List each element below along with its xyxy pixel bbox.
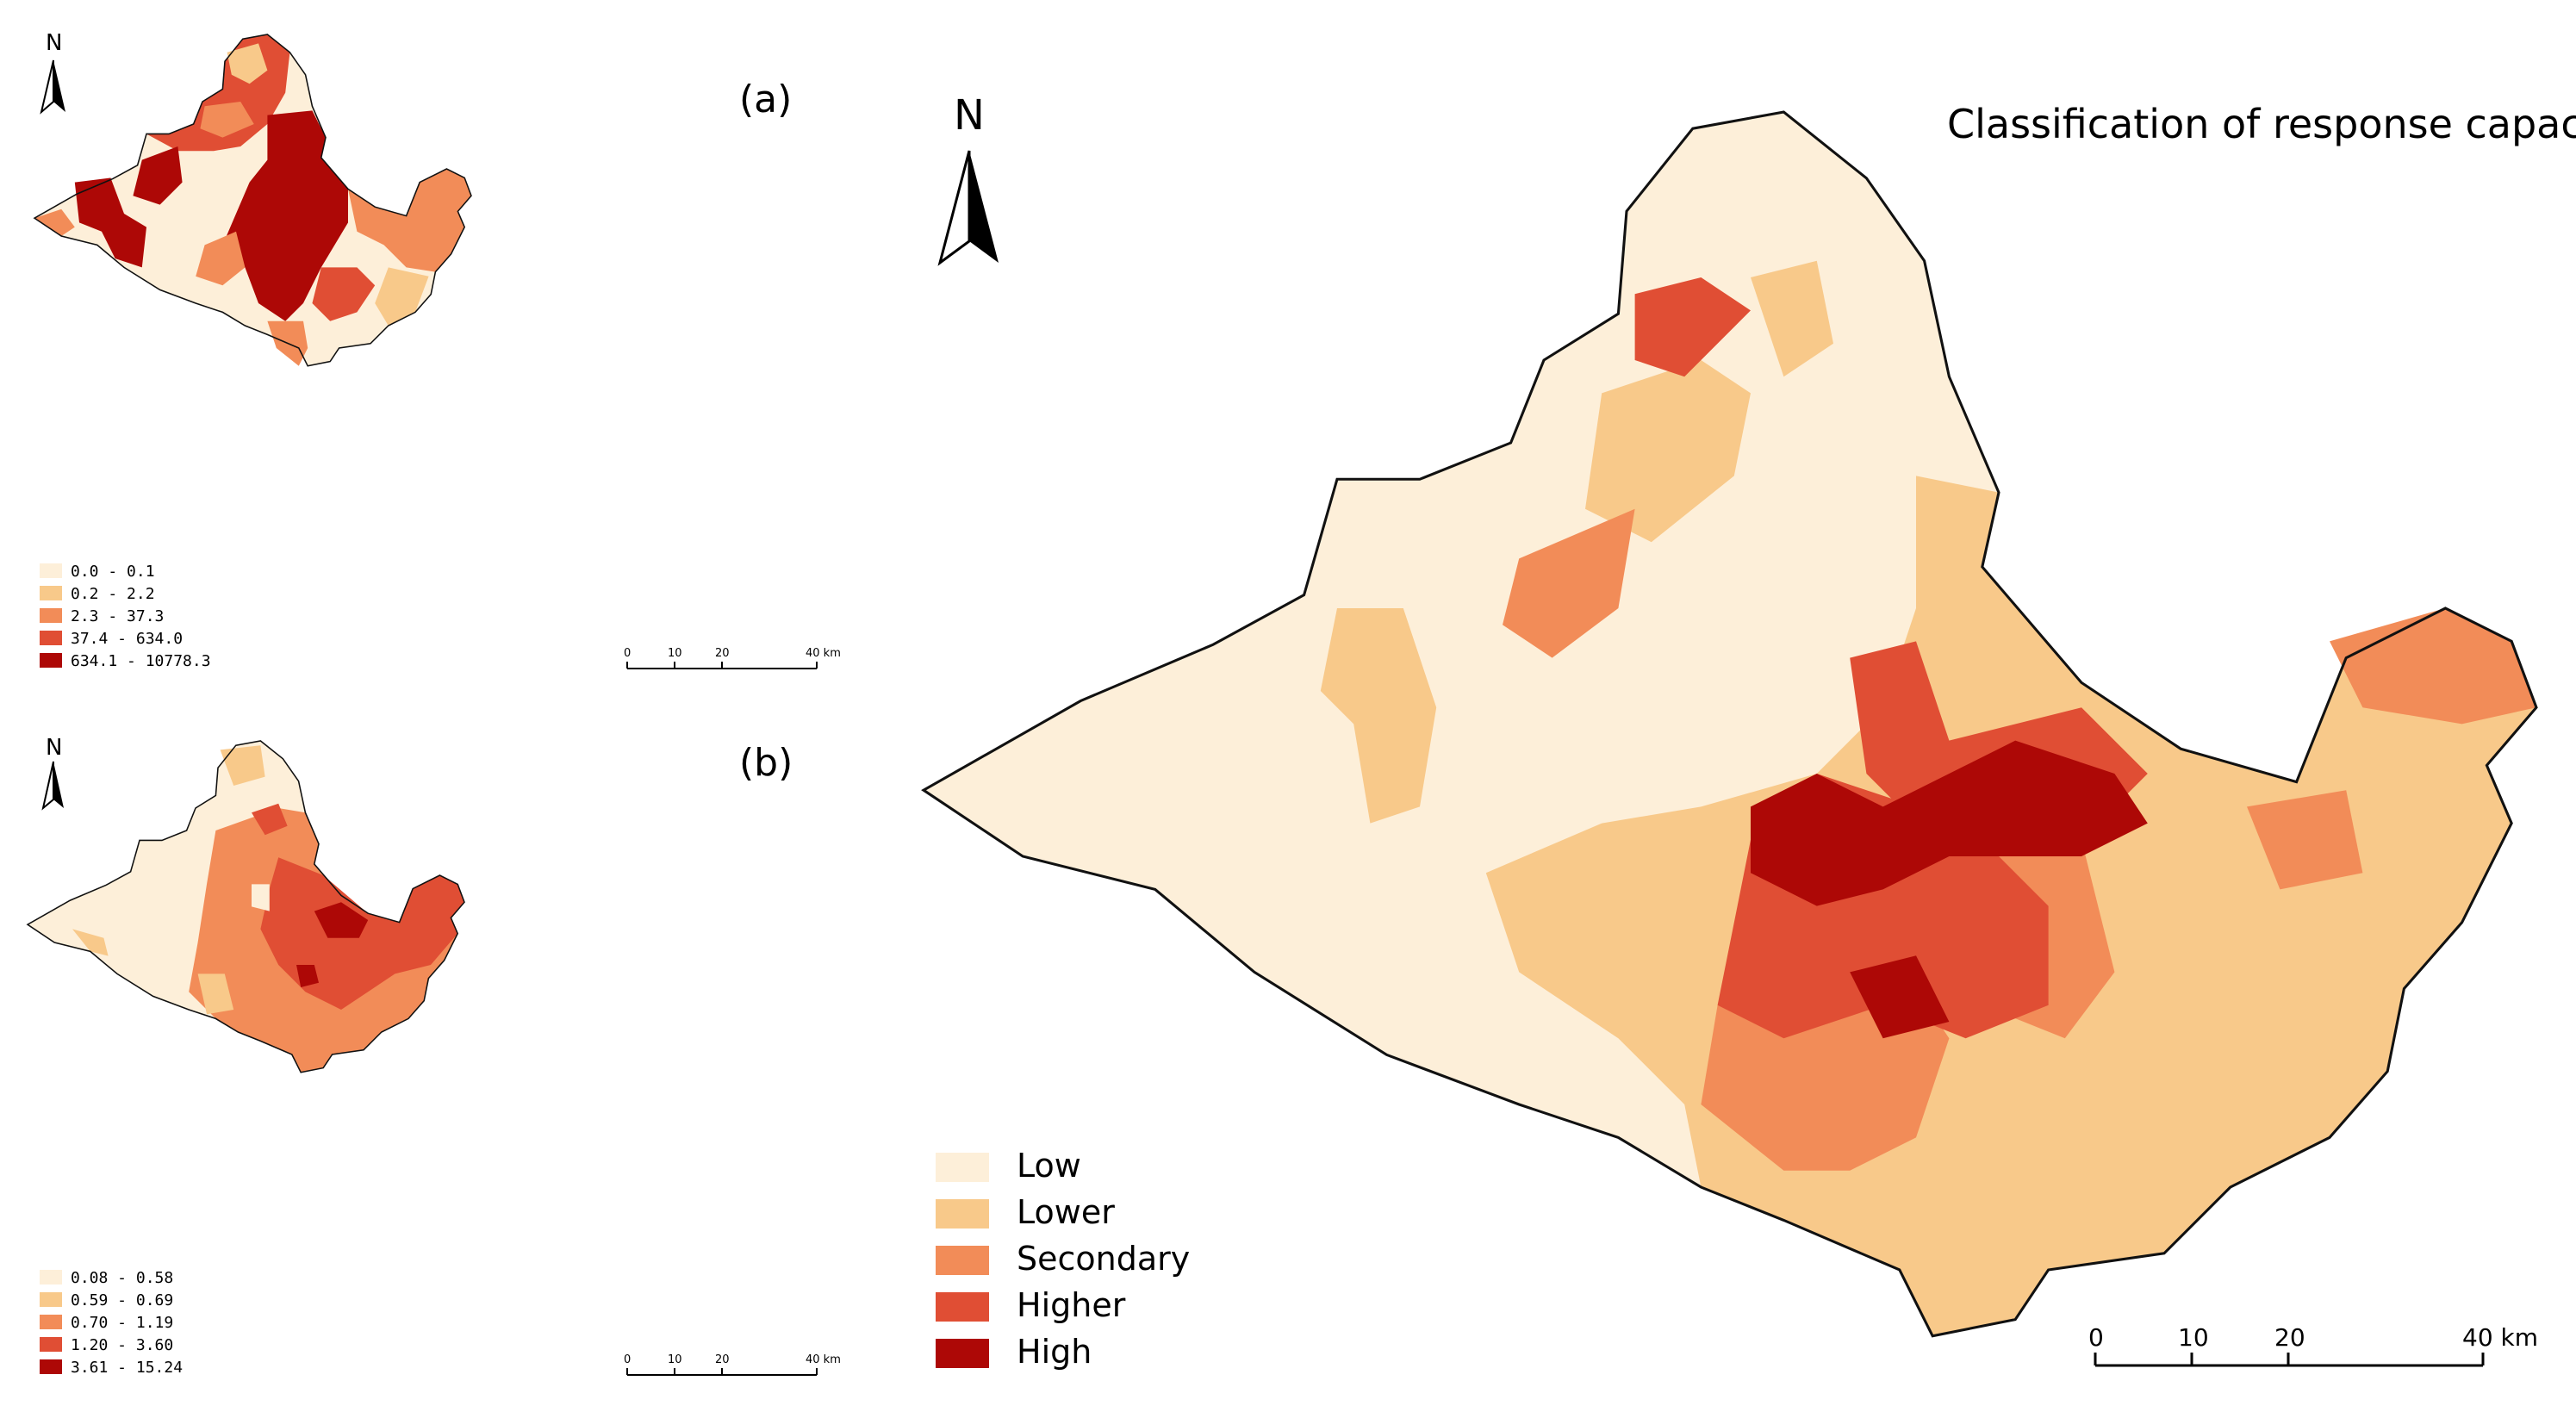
svg-text:20: 20 [715, 647, 730, 660]
panel-b-map [27, 740, 465, 1073]
main-north-arrow-icon: N [937, 91, 999, 266]
panel-a-legend-1: 0.2 - 2.2 [71, 585, 155, 603]
main-legend: Low Lower Secondary Higher High [936, 1147, 1190, 1371]
svg-text:10: 10 [668, 1353, 682, 1366]
svg-text:20: 20 [715, 1353, 730, 1366]
main-legend-lower: Lower [1017, 1193, 1115, 1231]
panel-b-north-arrow-icon: N [41, 735, 64, 811]
svg-text:N: N [46, 735, 62, 761]
svg-text:0: 0 [2088, 1323, 2104, 1352]
svg-text:40 km: 40 km [806, 647, 841, 660]
panel-b-legend-4: 3.61 - 15.24 [71, 1359, 183, 1377]
svg-text:10: 10 [668, 647, 682, 660]
main-legend-high: High [1017, 1333, 1092, 1371]
svg-text:0: 0 [624, 1353, 631, 1366]
svg-text:N: N [954, 91, 985, 140]
panel-b-legend-2: 0.70 - 1.19 [71, 1314, 173, 1332]
panel-b-legend-0: 0.08 - 0.58 [71, 1269, 173, 1287]
panel-a-legend: 0.0 - 0.1 0.2 - 2.2 2.3 - 37.3 37.4 - 63… [40, 563, 211, 670]
panel-a-north-arrow-icon: N [40, 30, 65, 115]
svg-text:10: 10 [2178, 1323, 2209, 1352]
svg-text:40 km: 40 km [806, 1353, 841, 1366]
panel-b-legend-3: 1.20 - 3.60 [71, 1336, 173, 1354]
main-map [922, 110, 2538, 1338]
panel-a-label: (a) [739, 78, 792, 121]
panel-b-legend-1: 0.59 - 0.69 [71, 1291, 173, 1309]
panel-a-legend-2: 2.3 - 37.3 [71, 607, 164, 625]
panel-a-map [34, 34, 472, 367]
panel-a-legend-0: 0.0 - 0.1 [71, 563, 155, 581]
main-scale-bar: 0 10 20 40 km [2088, 1323, 2538, 1367]
panel-b-scale-bar: 0 10 20 40 km [624, 1353, 841, 1376]
svg-text:20: 20 [2274, 1323, 2305, 1352]
main-legend-secondary: Secondary [1017, 1240, 1190, 1278]
main-legend-higher: Higher [1017, 1286, 1126, 1324]
panel-b-legend: 0.08 - 0.58 0.59 - 0.69 0.70 - 1.19 1.20… [40, 1269, 183, 1377]
main-legend-low: Low [1017, 1147, 1081, 1185]
panel-a-legend-4: 634.1 - 10778.3 [71, 652, 211, 670]
svg-text:N: N [46, 30, 62, 56]
panel-b-label: (b) [739, 741, 793, 785]
main-title: Classification of response capacity [1947, 101, 2576, 147]
panel-a-scale-bar: 0 10 20 40 km [624, 647, 841, 669]
panel-a-legend-3: 37.4 - 634.0 [71, 630, 183, 648]
svg-text:40 km: 40 km [2462, 1323, 2538, 1352]
svg-text:0: 0 [624, 647, 631, 660]
